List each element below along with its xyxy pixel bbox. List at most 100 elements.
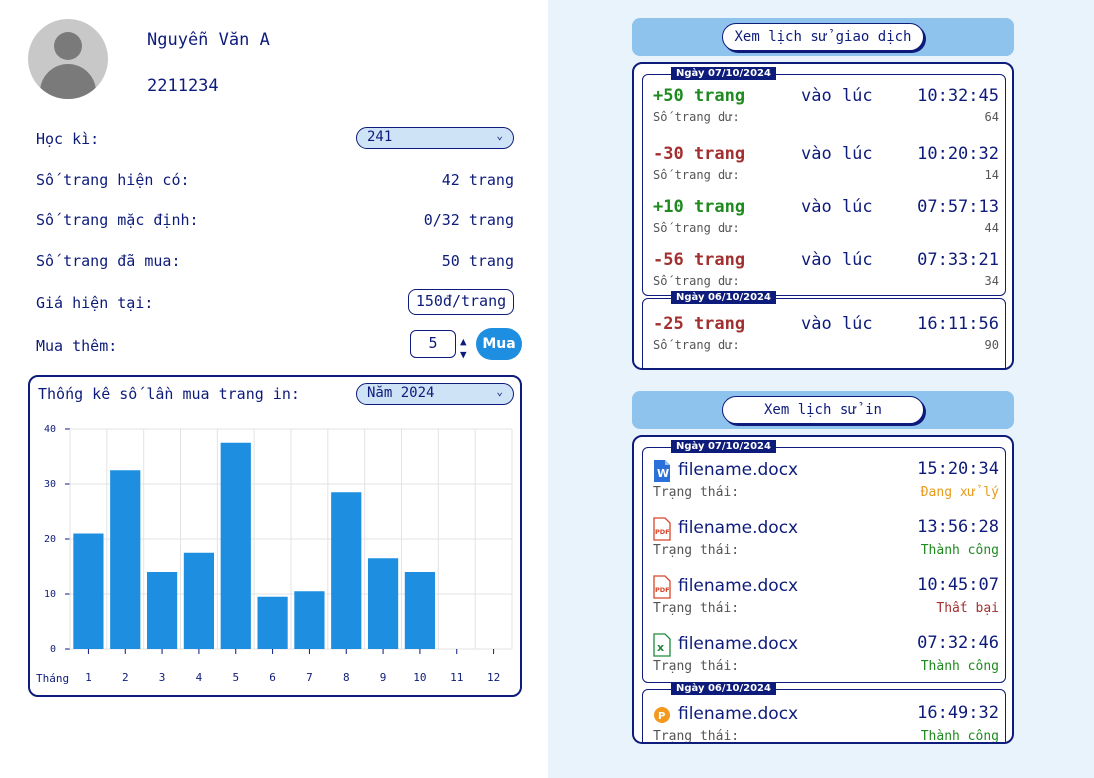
day-label: Ngày 06/10/2024 <box>671 291 776 304</box>
price-value: 150đ/trang <box>408 289 514 315</box>
transaction-at-label: vào lúc <box>801 197 873 217</box>
print-time: 13:56:28 <box>917 517 999 537</box>
transaction-time: 10:32:45 <box>917 86 999 106</box>
chart-title: Thống kê số lần mua trang in: <box>38 385 300 403</box>
status-label: Trạng thái: <box>653 543 740 558</box>
status-label: Trạng thái: <box>653 729 740 744</box>
quantity-stepper-icon[interactable]: ▲ ▼ <box>460 335 467 361</box>
chart-bar <box>331 492 362 649</box>
print-list[interactable]: Ngày 07/10/2024 W filename.docx 15:20:34… <box>632 435 1014 744</box>
status-value: Thành công <box>920 543 999 558</box>
pages-available-value: 42 trang <box>441 171 514 189</box>
file-name: filename.docx <box>678 518 799 538</box>
y-tick-label: 20 <box>44 534 56 545</box>
transaction-item: -30 trang vào lúc 10:20:32 Số trang dư: … <box>653 144 999 194</box>
status-value: Thất bại <box>936 601 999 616</box>
svg-text:W: W <box>657 467 669 480</box>
print-item: x filename.docx 07:32:46 Trạng thái: Thà… <box>653 633 999 683</box>
y-tick-label: 10 <box>44 589 56 600</box>
transaction-item: -56 trang vào lúc 07:33:21 Số trang dư: … <box>653 250 999 300</box>
chart-bar <box>220 442 251 649</box>
pages-bought-value: 50 trang <box>441 252 514 270</box>
transaction-amount: +50 trang <box>653 86 746 106</box>
x-tick-label: 4 <box>196 671 203 684</box>
pages-default-value: 0/32 trang <box>423 211 514 229</box>
transaction-item: +10 trang vào lúc 07:57:13 Số trang dư: … <box>653 197 999 247</box>
price-label: Giá hiện tại: <box>36 294 154 312</box>
year-select-value: Năm 2024 <box>367 385 435 401</box>
status-label: Trạng thái: <box>653 659 740 674</box>
semester-select-value: 241 <box>367 129 393 145</box>
semester-label: Học kì: <box>36 130 100 148</box>
chart-bar <box>257 596 288 649</box>
remaining-label: Số trang dư: <box>653 221 740 235</box>
remaining-value: 64 <box>984 110 999 124</box>
transaction-amount: -56 trang <box>653 250 746 270</box>
status-label: Trạng thái: <box>653 601 740 616</box>
remaining-label: Số trang dư: <box>653 338 740 352</box>
x-tick-label: 10 <box>413 671 426 684</box>
remaining-value: 14 <box>984 168 999 182</box>
x-tick-label: 12 <box>487 671 500 684</box>
avatar <box>28 19 108 99</box>
file-name: filename.docx <box>678 576 799 596</box>
x-tick-label: 7 <box>306 671 313 684</box>
svg-text:PDF: PDF <box>655 528 670 536</box>
print-time: 15:20:34 <box>917 459 999 479</box>
transaction-at-label: vào lúc <box>801 250 873 270</box>
pages-bought-label: Số trang đã mua: <box>36 252 181 270</box>
transaction-at-label: vào lúc <box>801 86 873 106</box>
transaction-item: +50 trang vào lúc 10:32:45 Số trang dư: … <box>653 86 999 136</box>
x-axis-prefix-label: Tháng <box>36 672 69 685</box>
transaction-at-label: vào lúc <box>801 314 873 334</box>
print-day-group: Ngày 06/10/2024 P filename.docx 16:49:32… <box>642 682 1006 744</box>
chart-bar <box>73 533 104 649</box>
chart-bar <box>294 591 325 649</box>
transaction-day-group: Ngày 06/10/2024 -25 trang vào lúc 16:11:… <box>642 291 1006 368</box>
buy-more-label: Mua thêm: <box>36 337 118 355</box>
quantity-input[interactable]: 5 <box>410 330 456 358</box>
buy-button[interactable]: Mua <box>476 328 522 360</box>
transaction-item: -25 trang vào lúc 16:11:56 Số trang dư: … <box>653 314 999 364</box>
remaining-value: 34 <box>984 274 999 288</box>
x-tick-label: 3 <box>159 671 166 684</box>
status-label: Trạng thái: <box>653 485 740 500</box>
transaction-time: 16:11:56 <box>917 314 999 334</box>
transaction-list[interactable]: Ngày 07/10/2024 +50 trang vào lúc 10:32:… <box>632 62 1014 370</box>
x-tick-label: 1 <box>85 671 92 684</box>
chevron-down-icon: ⌄ <box>496 129 503 142</box>
transaction-at-label: vào lúc <box>801 144 873 164</box>
day-label: Ngày 07/10/2024 <box>671 67 776 80</box>
day-label: Ngày 06/10/2024 <box>671 682 776 695</box>
print-time: 07:32:46 <box>917 633 999 653</box>
remaining-value: 90 <box>984 338 999 352</box>
print-item: W filename.docx 15:20:34 Trạng thái: Đan… <box>653 459 999 509</box>
y-tick-label: 30 <box>44 479 56 490</box>
y-tick-label: 40 <box>44 424 56 435</box>
file-name: filename.docx <box>678 634 799 654</box>
view-print-history-button[interactable]: Xem lịch sử in <box>722 396 924 424</box>
purchase-stats-card: Thống kê số lần mua trang in: Năm 2024 ⌄… <box>28 375 522 697</box>
x-tick-label: 8 <box>343 671 350 684</box>
x-tick-label: 2 <box>122 671 129 684</box>
excel-file-icon: x <box>653 633 671 657</box>
powerpoint-file-icon: P <box>654 707 670 723</box>
pages-available-label: Số trang hiện có: <box>36 171 190 189</box>
print-time: 10:45:07 <box>917 575 999 595</box>
year-select[interactable]: Năm 2024 ⌄ <box>356 383 514 405</box>
svg-text:x: x <box>657 641 664 654</box>
print-item: PDF filename.docx 10:45:07 Trạng thái: T… <box>653 575 999 625</box>
transaction-day-group: Ngày 07/10/2024 +50 trang vào lúc 10:32:… <box>642 67 1006 296</box>
semester-select[interactable]: 241 ⌄ <box>356 127 514 149</box>
transaction-time: 07:33:21 <box>917 250 999 270</box>
svg-text:PDF: PDF <box>655 586 670 594</box>
user-id: 2211234 <box>147 76 219 96</box>
transaction-time: 10:20:32 <box>917 144 999 164</box>
transaction-amount: -30 trang <box>653 144 746 164</box>
avatar-head-icon <box>54 32 82 60</box>
day-label: Ngày 07/10/2024 <box>671 440 776 453</box>
transaction-amount: +10 trang <box>653 197 746 217</box>
chart-bar <box>183 552 215 649</box>
view-transaction-history-button[interactable]: Xem lịch sử giao dịch <box>722 23 924 51</box>
